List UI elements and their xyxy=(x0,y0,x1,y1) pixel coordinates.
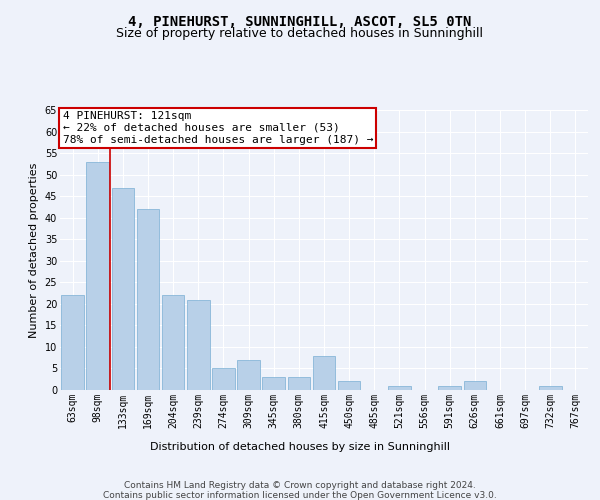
Bar xyxy=(439,386,461,390)
Bar xyxy=(212,368,235,390)
Bar xyxy=(112,188,134,390)
Bar xyxy=(162,295,184,390)
Text: 4 PINEHURST: 121sqm
← 22% of detached houses are smaller (53)
78% of semi-detach: 4 PINEHURST: 121sqm ← 22% of detached ho… xyxy=(62,112,373,144)
Bar xyxy=(313,356,335,390)
Y-axis label: Number of detached properties: Number of detached properties xyxy=(29,162,39,338)
Bar xyxy=(137,209,160,390)
Bar xyxy=(86,162,109,390)
Bar xyxy=(262,377,285,390)
Text: Contains HM Land Registry data © Crown copyright and database right 2024.: Contains HM Land Registry data © Crown c… xyxy=(124,481,476,490)
Text: Size of property relative to detached houses in Sunninghill: Size of property relative to detached ho… xyxy=(116,28,484,40)
Bar xyxy=(61,295,84,390)
Bar xyxy=(287,377,310,390)
Bar xyxy=(338,382,361,390)
Text: Contains public sector information licensed under the Open Government Licence v3: Contains public sector information licen… xyxy=(103,491,497,500)
Bar xyxy=(388,386,411,390)
Text: Distribution of detached houses by size in Sunninghill: Distribution of detached houses by size … xyxy=(150,442,450,452)
Bar xyxy=(237,360,260,390)
Bar xyxy=(187,300,209,390)
Bar xyxy=(539,386,562,390)
Text: 4, PINEHURST, SUNNINGHILL, ASCOT, SL5 0TN: 4, PINEHURST, SUNNINGHILL, ASCOT, SL5 0T… xyxy=(128,15,472,29)
Bar xyxy=(464,382,486,390)
